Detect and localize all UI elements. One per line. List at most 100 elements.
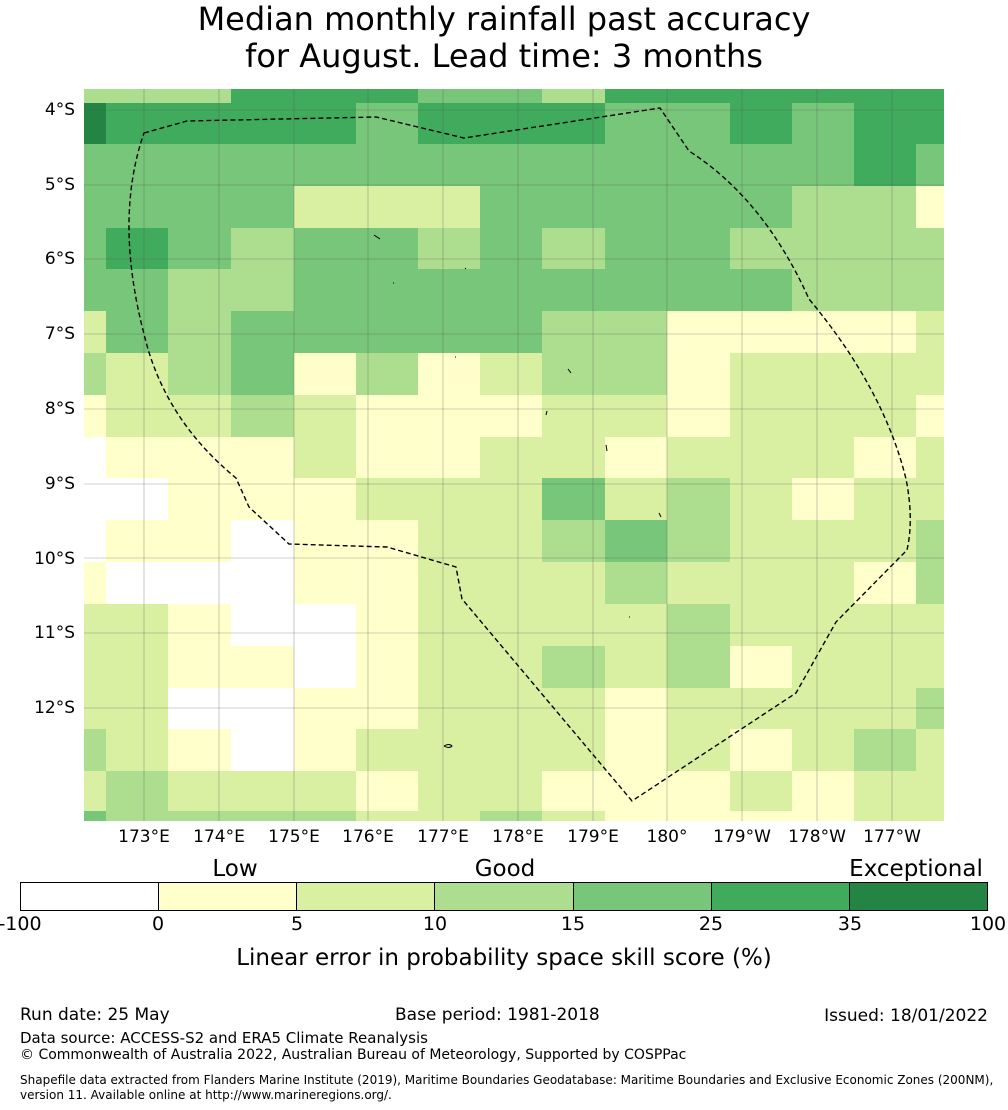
lat-label-10s: 10°S xyxy=(34,549,75,569)
map-cell xyxy=(542,269,605,311)
map-cell xyxy=(231,103,294,144)
colorbar-tick: 0 xyxy=(151,913,165,935)
map-cell xyxy=(418,103,480,144)
colorbar-tick: 15 xyxy=(560,913,586,935)
map-cell xyxy=(294,604,356,646)
map-cell xyxy=(231,144,294,186)
map-cell xyxy=(84,395,106,437)
map-cell xyxy=(168,89,231,103)
map-cell xyxy=(294,144,356,186)
map-cell xyxy=(730,729,792,771)
map-cell xyxy=(84,103,106,144)
map-cell xyxy=(106,771,168,811)
map-cell xyxy=(356,103,418,144)
map-cell xyxy=(168,186,231,228)
lat-label-5s: 5°S xyxy=(44,175,75,195)
map-cell xyxy=(356,562,418,604)
map-cell xyxy=(730,103,792,144)
map-cell xyxy=(792,562,854,604)
map-cell xyxy=(730,604,792,646)
map-cell xyxy=(730,688,792,729)
map-cell xyxy=(542,562,605,604)
map-cell xyxy=(294,811,356,821)
map-cell xyxy=(854,771,916,811)
map-cell xyxy=(418,562,480,604)
map-cell xyxy=(418,811,480,821)
map-cell xyxy=(542,353,605,395)
map-cell xyxy=(231,311,294,353)
map-cell xyxy=(605,646,667,688)
map-cell xyxy=(231,89,294,103)
colorbar-tick: 100 xyxy=(969,913,1007,935)
map-cell xyxy=(106,562,168,604)
map-cell xyxy=(106,311,168,353)
map-cell xyxy=(916,269,944,311)
map-cell xyxy=(106,646,168,688)
map-cell xyxy=(605,604,667,646)
map-cell xyxy=(356,771,418,811)
map-cell xyxy=(231,395,294,437)
map-cell xyxy=(792,729,854,771)
map-cell xyxy=(106,688,168,729)
map-cell xyxy=(854,353,916,395)
map-cell xyxy=(231,688,294,729)
map-cell xyxy=(168,437,231,478)
map-cell xyxy=(356,228,418,269)
map-cell xyxy=(106,103,168,144)
map-cell xyxy=(84,562,106,604)
map-cell xyxy=(916,562,944,604)
map-cell xyxy=(418,186,480,228)
map-cell xyxy=(854,228,916,269)
map-cell xyxy=(106,269,168,311)
map-cell xyxy=(667,353,730,395)
map-cell xyxy=(231,771,294,811)
issued-date: Issued: 18/01/2022 xyxy=(824,1006,988,1026)
map-cell xyxy=(730,520,792,562)
map-cell xyxy=(730,811,792,821)
map-cell xyxy=(106,478,168,520)
map-cell xyxy=(916,103,944,144)
map-cell xyxy=(667,437,730,478)
map-cell xyxy=(667,646,730,688)
map-cell xyxy=(792,269,854,311)
map-cell xyxy=(667,186,730,228)
map-cell xyxy=(168,729,231,771)
map-cell xyxy=(356,437,418,478)
map-cell xyxy=(730,311,792,353)
lon-label-177w: 177°W xyxy=(863,827,921,847)
map-cell xyxy=(605,562,667,604)
map-cell xyxy=(294,520,356,562)
map-cell xyxy=(294,729,356,771)
map-cell xyxy=(667,228,730,269)
map-cell xyxy=(854,811,916,821)
map-cell xyxy=(792,437,854,478)
map-cell xyxy=(854,688,916,729)
map-cell xyxy=(605,437,667,478)
map-cell xyxy=(106,811,168,821)
map-cell xyxy=(168,811,231,821)
map-cell xyxy=(480,311,542,353)
map-cell xyxy=(542,520,605,562)
map-cell xyxy=(854,646,916,688)
map-cell xyxy=(916,228,944,269)
copyright-notice: © Commonwealth of Australia 2022, Austra… xyxy=(20,1047,687,1063)
map-cell xyxy=(480,688,542,729)
map-cell xyxy=(84,520,106,562)
map-cell xyxy=(854,269,916,311)
map-cell xyxy=(542,646,605,688)
map-cell xyxy=(667,729,730,771)
map-cell xyxy=(231,228,294,269)
map-cell xyxy=(231,437,294,478)
map-cell xyxy=(792,771,854,811)
map-cell xyxy=(605,186,667,228)
map-cell xyxy=(418,478,480,520)
map-cell xyxy=(667,604,730,646)
map-cell xyxy=(916,395,944,437)
map-cell xyxy=(480,562,542,604)
map-cell xyxy=(84,269,106,311)
map-cell xyxy=(168,395,231,437)
map-cell xyxy=(294,562,356,604)
map-cell xyxy=(168,771,231,811)
eez-boundary xyxy=(128,107,911,802)
run-date: Run date: 25 May xyxy=(20,1005,170,1025)
